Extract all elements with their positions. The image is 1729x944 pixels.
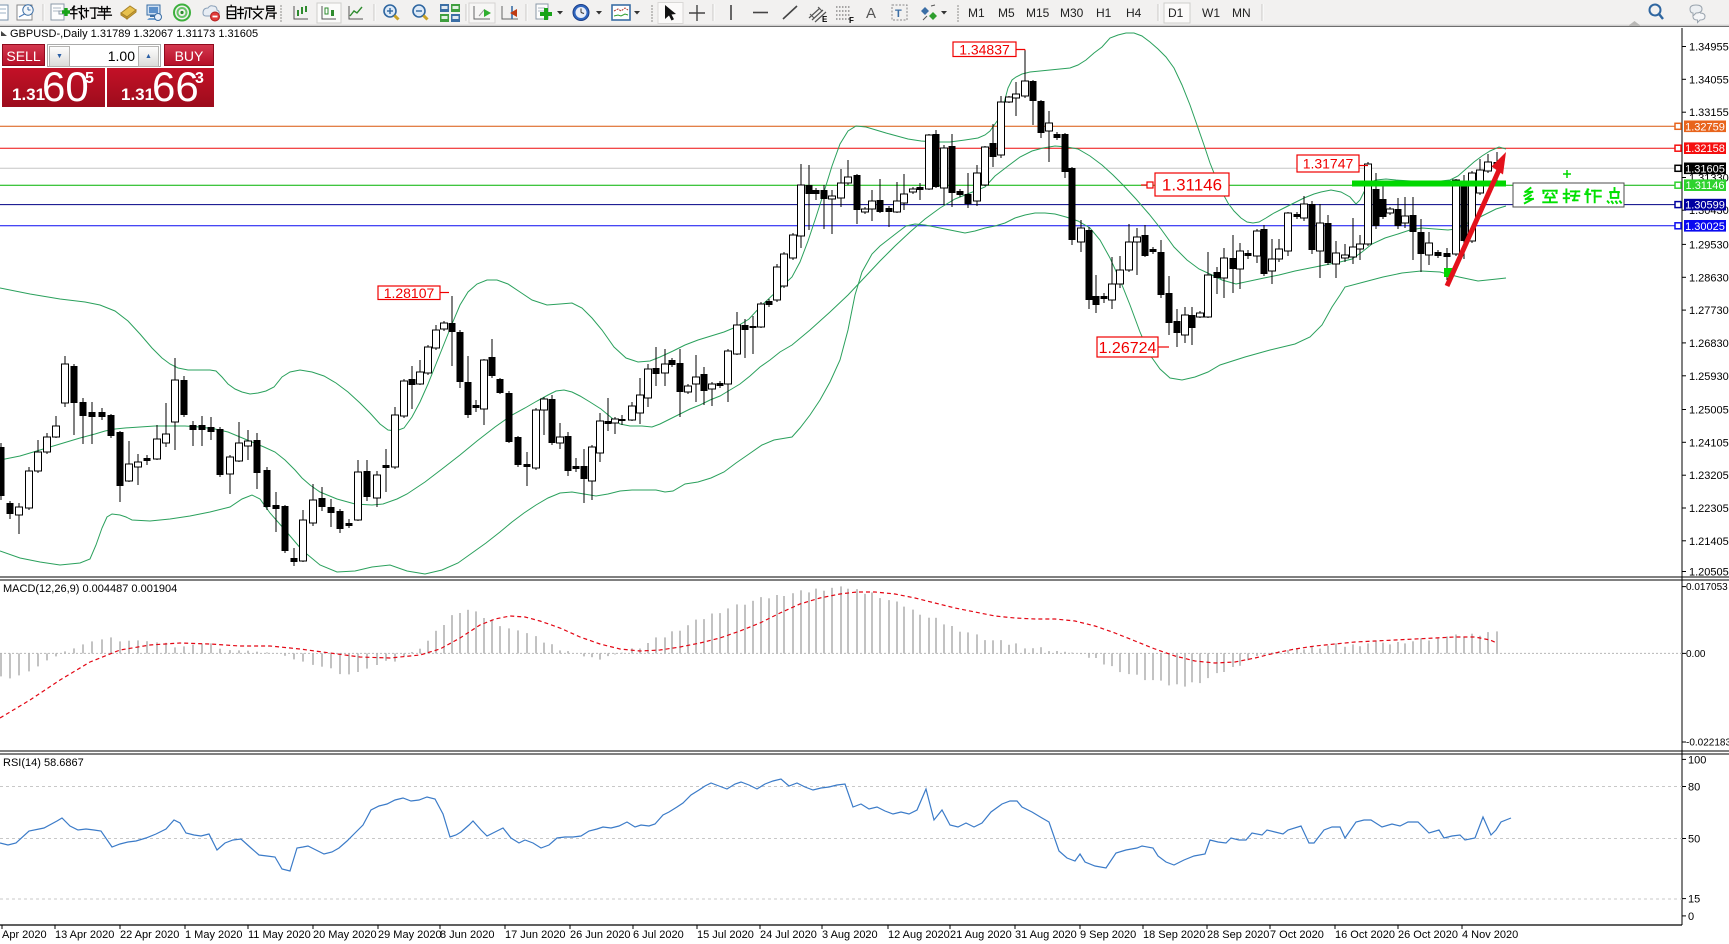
svg-text:15 Jul 2020: 15 Jul 2020 (697, 929, 754, 941)
svg-text:M15: M15 (1026, 6, 1050, 20)
svg-text:0.00: 0.00 (1686, 649, 1706, 660)
svg-text:1.28630: 1.28630 (1689, 272, 1729, 284)
svg-text:1.34955: 1.34955 (1689, 42, 1729, 54)
svg-text:0.017053: 0.017053 (1686, 582, 1728, 593)
svg-text:-0.022183: -0.022183 (1686, 738, 1729, 749)
svg-text:29 May 2020: 29 May 2020 (378, 929, 442, 941)
svg-text:1.26724: 1.26724 (1099, 340, 1157, 357)
svg-text:7 Oct 2020: 7 Oct 2020 (1270, 929, 1324, 941)
svg-text:M5: M5 (998, 6, 1015, 20)
svg-text:9 Sep 2020: 9 Sep 2020 (1080, 929, 1136, 941)
svg-text:1.28107: 1.28107 (384, 285, 435, 301)
svg-text:1.25005: 1.25005 (1689, 405, 1729, 417)
svg-text:1.30599: 1.30599 (1685, 200, 1725, 212)
svg-text:H4: H4 (1126, 6, 1142, 20)
svg-text:1.31146: 1.31146 (1686, 180, 1725, 192)
svg-text:MACD(12,26,9) 0.004487 0.00190: MACD(12,26,9) 0.004487 0.001904 (3, 583, 177, 595)
svg-text:H1: H1 (1096, 6, 1112, 20)
svg-text:M30: M30 (1060, 6, 1084, 20)
svg-text:1.24105: 1.24105 (1689, 437, 1729, 449)
svg-text:8 Jun 2020: 8 Jun 2020 (440, 929, 494, 941)
svg-text:1.33155: 1.33155 (1689, 107, 1729, 119)
svg-text:12 Aug 2020: 12 Aug 2020 (888, 929, 950, 941)
svg-text:1.31605: 1.31605 (1685, 163, 1725, 175)
svg-text:18 Sep 2020: 18 Sep 2020 (1143, 929, 1205, 941)
svg-text:6 Jul 2020: 6 Jul 2020 (633, 929, 684, 941)
svg-text:1.21405: 1.21405 (1689, 536, 1729, 548)
svg-text:1.30025: 1.30025 (1685, 221, 1725, 233)
svg-text:E: E (822, 15, 828, 24)
svg-text:1.34055: 1.34055 (1689, 74, 1729, 86)
svg-text:1.34837: 1.34837 (959, 41, 1010, 57)
svg-text:20 May 2020: 20 May 2020 (313, 929, 377, 941)
svg-text:1.20505: 1.20505 (1689, 567, 1729, 579)
svg-text:1.29530: 1.29530 (1689, 239, 1729, 251)
svg-text:13 Apr 2020: 13 Apr 2020 (55, 929, 114, 941)
svg-text:1.32759: 1.32759 (1685, 121, 1725, 133)
svg-text:A: A (866, 5, 876, 22)
svg-text:31 Aug 2020: 31 Aug 2020 (1015, 929, 1077, 941)
svg-text:Apr 2020: Apr 2020 (2, 929, 47, 941)
svg-text:28 Sep 2020: 28 Sep 2020 (1207, 929, 1269, 941)
svg-text:1.31747: 1.31747 (1303, 156, 1354, 172)
svg-text:W1: W1 (1202, 6, 1220, 20)
svg-text:80: 80 (1688, 782, 1700, 794)
svg-text:MN: MN (1232, 6, 1251, 20)
svg-text:1.22305: 1.22305 (1689, 503, 1729, 515)
svg-text:16 Oct 2020: 16 Oct 2020 (1335, 929, 1395, 941)
svg-text:GBPUSD-,Daily 1.31789 1.32067: GBPUSD-,Daily 1.31789 1.32067 1.31173 1.… (10, 28, 258, 40)
svg-text:1.23205: 1.23205 (1689, 470, 1729, 482)
svg-text:100: 100 (1688, 754, 1706, 766)
svg-text:1.26830: 1.26830 (1689, 338, 1729, 350)
svg-text:4 Nov 2020: 4 Nov 2020 (1462, 929, 1518, 941)
svg-text:1.32158: 1.32158 (1685, 143, 1725, 155)
svg-text:11 May 2020: 11 May 2020 (248, 929, 311, 941)
svg-text:1.27730: 1.27730 (1689, 305, 1729, 317)
svg-text:17 Jun 2020: 17 Jun 2020 (505, 929, 566, 941)
svg-text:1.25930: 1.25930 (1689, 371, 1729, 383)
svg-text:RSI(14) 58.6867: RSI(14) 58.6867 (3, 757, 84, 769)
svg-text:3 Aug 2020: 3 Aug 2020 (822, 929, 878, 941)
svg-text:15: 15 (1688, 894, 1700, 906)
svg-text:F: F (849, 16, 854, 25)
svg-text:1 May 2020: 1 May 2020 (185, 929, 242, 941)
svg-text:1.31146: 1.31146 (1162, 176, 1222, 195)
svg-text:0: 0 (1688, 911, 1694, 923)
svg-text:26 Oct 2020: 26 Oct 2020 (1398, 929, 1458, 941)
svg-text:T: T (895, 8, 902, 20)
svg-text:M1: M1 (968, 6, 985, 20)
svg-text:26 Jun 2020: 26 Jun 2020 (570, 929, 631, 941)
svg-text:50: 50 (1688, 834, 1700, 846)
svg-text:D1: D1 (1168, 6, 1184, 20)
svg-text:21 Aug 2020: 21 Aug 2020 (950, 929, 1012, 941)
svg-text:24 Jul 2020: 24 Jul 2020 (760, 929, 817, 941)
svg-text:22 Apr 2020: 22 Apr 2020 (120, 929, 179, 941)
